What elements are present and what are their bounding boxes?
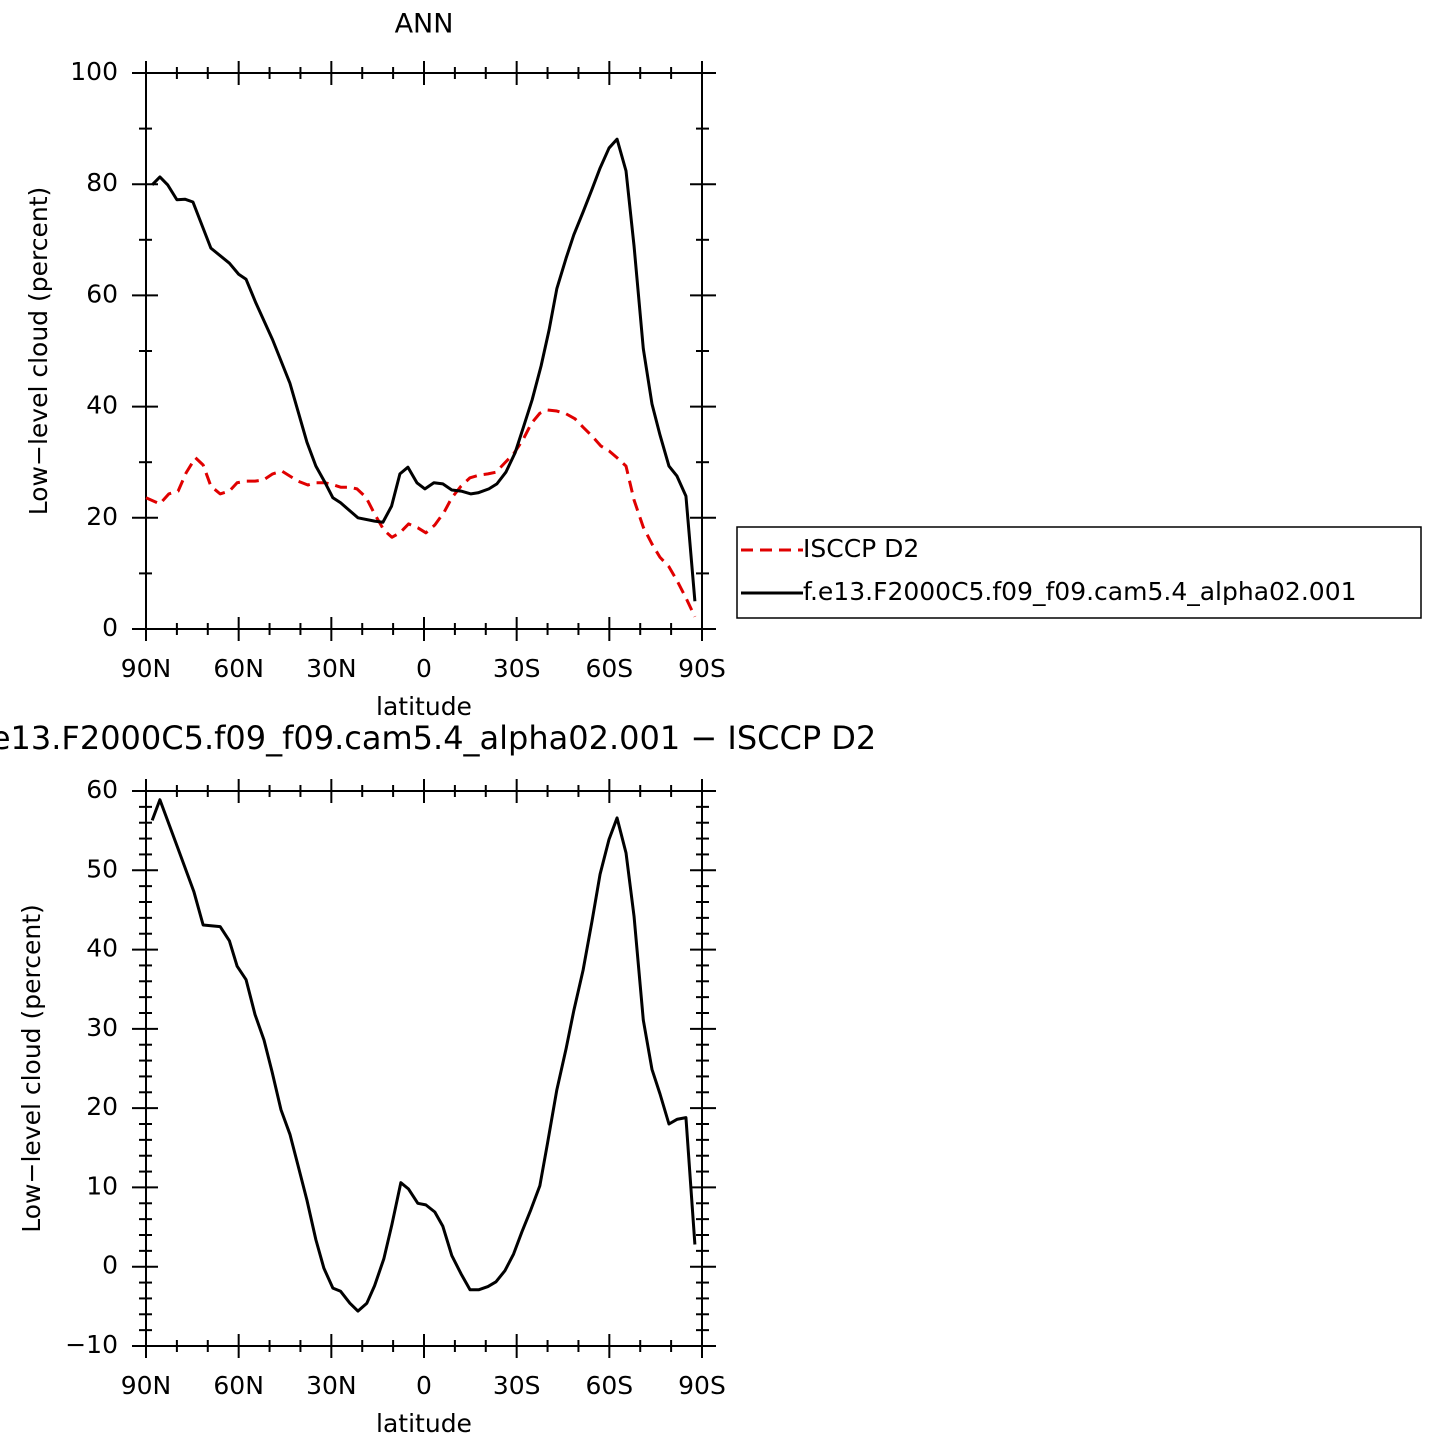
y-tick-label: 50 — [86, 854, 118, 883]
y-axis-label: Low−level cloud (percent) — [24, 187, 53, 515]
y-tick-label: 20 — [86, 1092, 118, 1121]
y-tick-label: 10 — [86, 1171, 118, 1200]
x-tick-label: 90N — [121, 1371, 172, 1400]
y-tick-label: 0 — [102, 1251, 118, 1280]
legend-label: f.e13.F2000C5.f09_f09.cam5.4_alpha02.001 — [803, 577, 1357, 606]
data-line — [150, 798, 697, 1313]
y-tick-label: 40 — [86, 934, 118, 963]
x-tick-label: 30S — [493, 654, 541, 683]
x-axis-label: latitude — [376, 692, 472, 721]
x-tick-label: 90S — [678, 654, 726, 683]
x-tick-label: 60S — [585, 654, 633, 683]
chart-title: ANN — [395, 9, 454, 40]
data-line — [151, 137, 697, 602]
legend-label: ISCCP D2 — [803, 534, 919, 563]
x-tick-label: 60S — [585, 1371, 633, 1400]
x-tick-label: 60N — [213, 654, 264, 683]
x-axis-label: latitude — [376, 1409, 472, 1438]
x-tick-label: 0 — [416, 654, 432, 683]
y-tick-label: 60 — [86, 279, 118, 308]
legend-box — [736, 526, 1422, 619]
y-tick-label: 30 — [86, 1013, 118, 1042]
y-tick-label: 0 — [102, 613, 118, 642]
y-tick-label: 20 — [86, 502, 118, 531]
x-tick-label: 30S — [493, 1371, 541, 1400]
y-tick-label: 80 — [86, 168, 118, 197]
x-tick-label: 90S — [678, 1371, 726, 1400]
y-tick-label: 40 — [86, 391, 118, 420]
x-tick-label: 30N — [306, 1371, 357, 1400]
chart-title: f.e13.F2000C5.f09_f09.cam5.4_alpha02.001… — [0, 719, 876, 757]
plot-frame — [145, 72, 703, 630]
x-tick-label: 0 — [416, 1371, 432, 1400]
y-tick-label: −10 — [65, 1330, 118, 1359]
x-tick-label: 60N — [213, 1371, 264, 1400]
x-tick-label: 30N — [306, 654, 357, 683]
data-line — [145, 408, 697, 618]
y-tick-label: 100 — [70, 57, 118, 86]
plot-frame — [145, 790, 703, 1347]
y-tick-label: 60 — [86, 775, 118, 804]
x-tick-label: 90N — [121, 654, 172, 683]
y-axis-label: Low−level cloud (percent) — [17, 904, 46, 1232]
